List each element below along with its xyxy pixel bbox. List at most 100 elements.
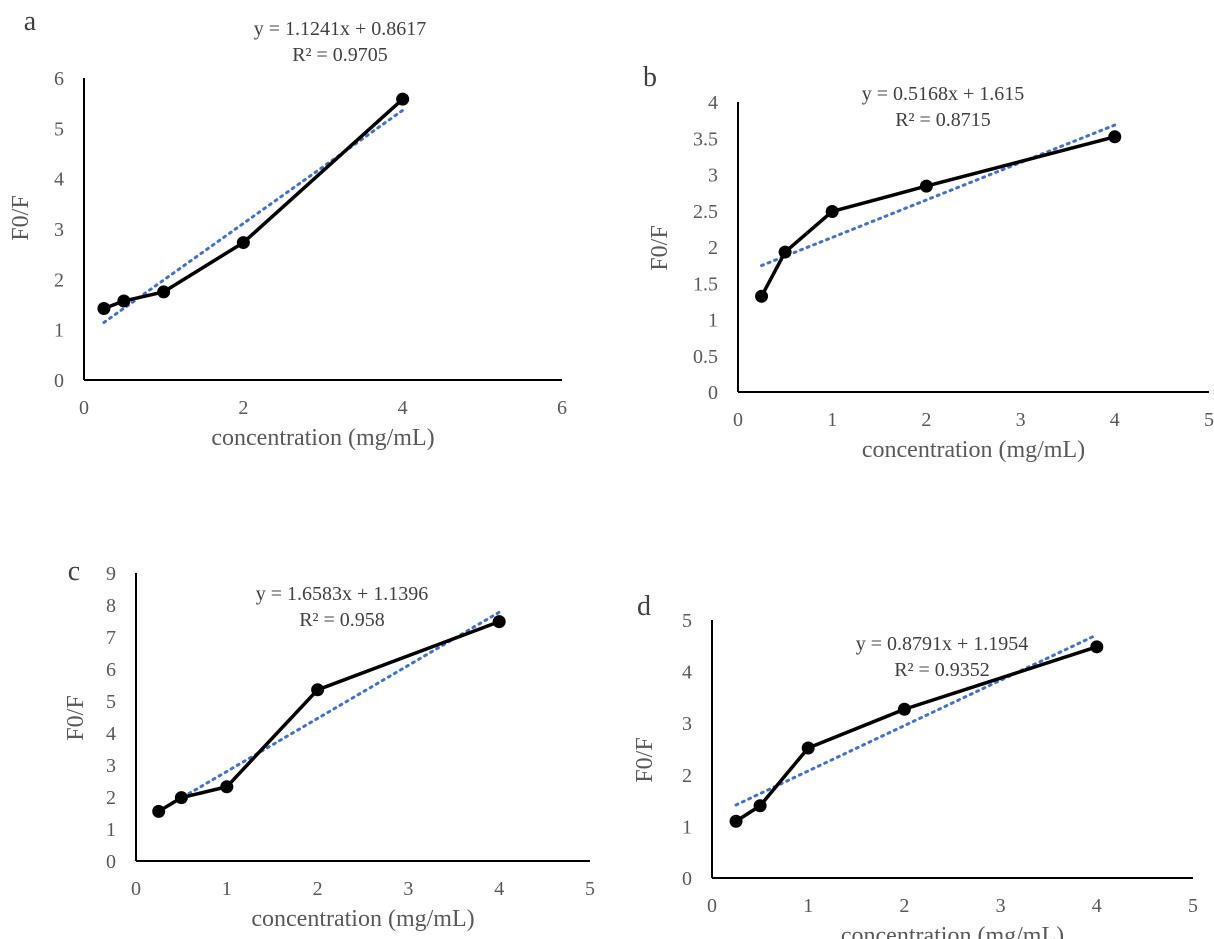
y-tick-label: 3 [682,713,692,735]
data-point [220,780,234,794]
data-point [236,236,250,250]
y-axis-title: F0/F [63,695,89,740]
x-tick-label: 2 [921,409,931,431]
x-tick-label: 2 [238,397,248,419]
y-tick-label: 6 [106,659,116,681]
y-tick-label: 7 [106,627,116,649]
x-tick-label: 2 [313,878,323,900]
panel-label: b [643,62,657,93]
data-point [492,615,506,629]
r-squared-label: R² = 0.9352 [894,659,990,681]
x-tick-label: 5 [585,878,595,900]
y-tick-label: 4 [708,92,718,114]
y-tick-label: 3.5 [693,128,718,150]
y-tick-label: 4 [106,723,116,745]
x-tick-label: 4 [1092,895,1102,917]
panel-label: c [68,556,80,587]
y-tick-label: 2 [54,269,64,291]
x-tick-label: 4 [398,397,408,419]
trendline [102,108,405,324]
chart-panel-c: c 0 1 2 3 4 5 6 7 8 9 0 1 2 3 4 5 concentration (mg/mL) F0… [63,556,595,932]
y-tick-label: 0 [54,370,64,392]
x-axis-title: concentration (mg/mL) [862,437,1085,463]
y-tick-label: 1 [106,819,116,841]
y-tick-label: 2 [106,787,116,809]
data-point [755,289,769,303]
x-tick-label: 0 [131,878,141,900]
data-point [729,814,743,828]
data-point [753,799,767,813]
x-tick-label: 1 [827,409,837,431]
data-point [157,285,171,299]
panel-label: d [637,591,651,622]
data-point [117,294,131,308]
y-axis-title: F0/F [647,225,673,270]
y-tick-label: 9 [106,563,116,585]
data-point [311,683,325,697]
data-point [897,702,911,716]
y-tick-label: 3 [106,755,116,777]
y-tick-label: 4 [682,662,692,684]
y-tick-label: 6 [54,68,64,90]
series-line [103,97,404,311]
data-point [152,804,166,818]
y-tick-label: 0 [708,382,718,404]
x-tick-label: 6 [557,397,567,419]
y-tick-label: 1.5 [693,273,718,295]
y-tick-label: 3 [708,165,718,187]
x-tick-label: 5 [1204,409,1214,431]
x-tick-label: 0 [707,895,717,917]
y-tick-label: 2 [708,237,718,259]
trendline [734,633,1099,807]
y-tick-label: 8 [106,595,116,617]
y-tick-label: 1 [708,310,718,332]
y-tick-label: 0 [682,868,692,890]
data-point [1090,640,1104,654]
y-tick-label: 1 [682,816,692,838]
data-point [778,245,792,259]
data-point [396,92,410,106]
x-tick-label: 4 [494,878,504,900]
series-line [760,135,1116,298]
x-tick-label: 3 [996,895,1006,917]
trendline-equation: y = 1.6583x + 1.1396 [256,583,429,605]
y-tick-label: 2.5 [693,201,718,223]
x-tick-label: 5 [1188,895,1198,917]
x-tick-label: 0 [79,397,89,419]
y-tick-label: 5 [682,610,692,632]
x-tick-label: 4 [1110,409,1120,431]
y-tick-label: 5 [106,691,116,713]
r-squared-label: R² = 0.958 [299,609,385,631]
x-tick-label: 1 [222,878,232,900]
data-point [97,302,111,316]
data-point [919,179,933,193]
trendline [157,610,501,813]
y-tick-label: 4 [54,169,64,191]
y-axis-title: F0/F [8,195,34,240]
trendline-equation: y = 1.1241x + 0.8617 [254,18,427,40]
y-tick-label: 1 [54,320,64,342]
x-axis-title: concentration (mg/mL) [251,906,474,932]
data-point [825,204,839,218]
trendline-equation: y = 0.5168x + 1.615 [862,83,1025,105]
data-point [1108,130,1122,144]
x-tick-label: 3 [1016,409,1026,431]
data-point [801,741,815,755]
x-tick-label: 1 [803,895,813,917]
chart-panel-d: d 0 1 2 3 4 5 0 1 2 3 4 5 concentration (mg/mL) F0/F y … [632,591,1198,939]
x-axis-title: concentration (mg/mL) [211,425,434,451]
r-squared-label: R² = 0.9705 [292,44,388,66]
y-axis-title: F0/F [632,737,658,782]
y-tick-label: 0.5 [693,346,718,368]
chart-panel-a: a 0 1 2 3 4 5 6 0 2 4 6 concentration (mg/mL) F0/F y =… [8,6,567,451]
y-tick-label: 2 [682,765,692,787]
panel-label: a [24,6,37,37]
x-axis-title: concentration (mg/mL) [841,923,1064,939]
trendline [760,123,1117,268]
chart-panel-b: b 0 0.5 1 1.5 2 2.5 3 3.5 4 0 1 2 3 4 5 concentration (m… [643,62,1214,463]
x-tick-label: 3 [403,878,413,900]
y-tick-label: 5 [54,118,64,140]
data-point [174,791,188,805]
trendline-equation: y = 0.8791x + 1.1954 [856,633,1029,655]
